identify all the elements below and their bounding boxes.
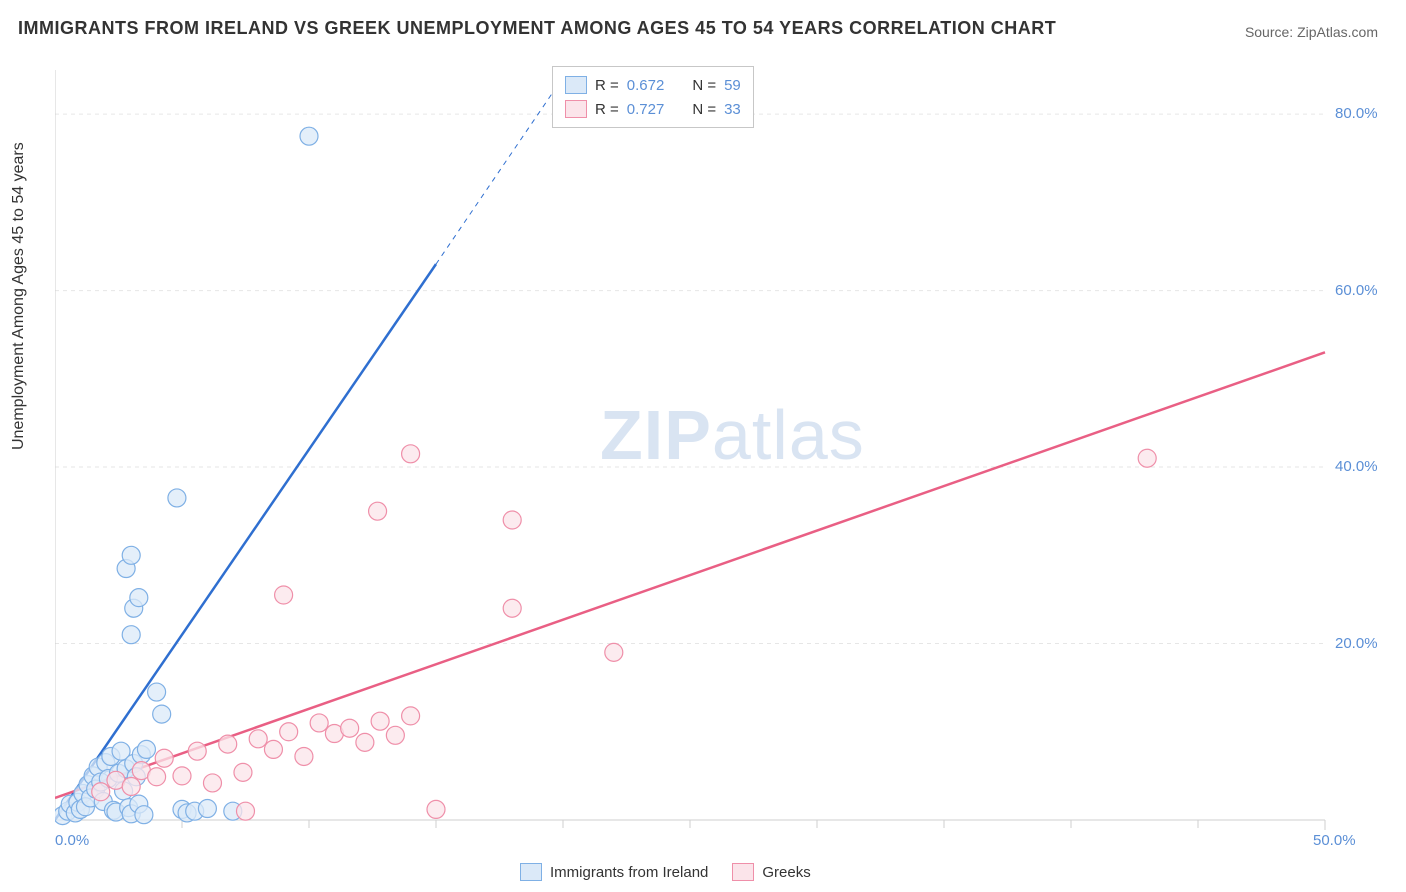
correlation-legend: R = 0.672 N = 59 R = 0.727 N = 33 bbox=[552, 66, 754, 128]
legend-n-value: 33 bbox=[724, 101, 741, 118]
legend-row: R = 0.672 N = 59 bbox=[565, 73, 741, 97]
series-name: Greeks bbox=[762, 864, 810, 881]
y-tick-label: 40.0% bbox=[1335, 458, 1378, 475]
y-tick-label: 60.0% bbox=[1335, 282, 1378, 299]
source-label: Source: ZipAtlas.com bbox=[1245, 24, 1378, 40]
y-tick-label: 80.0% bbox=[1335, 105, 1378, 122]
series-legend: Immigrants from Ireland Greeks bbox=[520, 863, 811, 881]
legend-r-value: 0.727 bbox=[627, 101, 665, 118]
legend-r-prefix: R = bbox=[595, 77, 619, 94]
legend-n-value: 59 bbox=[724, 77, 741, 94]
series-name: Immigrants from Ireland bbox=[550, 864, 708, 881]
y-tick-label: 20.0% bbox=[1335, 635, 1378, 652]
legend-swatch bbox=[732, 863, 754, 881]
series-legend-item: Immigrants from Ireland bbox=[520, 863, 708, 881]
x-tick-label: 0.0% bbox=[55, 832, 89, 849]
legend-row: R = 0.727 N = 33 bbox=[565, 97, 741, 121]
chart-title: IMMIGRANTS FROM IRELAND VS GREEK UNEMPLO… bbox=[18, 18, 1056, 39]
series-legend-item: Greeks bbox=[732, 863, 810, 881]
y-axis-label: Unemployment Among Ages 45 to 54 years bbox=[10, 142, 28, 450]
legend-swatch bbox=[565, 76, 587, 94]
scatter-plot bbox=[55, 60, 1385, 850]
legend-n-prefix: N = bbox=[692, 101, 716, 118]
legend-r-prefix: R = bbox=[595, 101, 619, 118]
legend-r-value: 0.672 bbox=[627, 77, 665, 94]
legend-swatch bbox=[520, 863, 542, 881]
x-tick-label: 50.0% bbox=[1313, 832, 1356, 849]
legend-swatch bbox=[565, 100, 587, 118]
legend-n-prefix: N = bbox=[692, 77, 716, 94]
